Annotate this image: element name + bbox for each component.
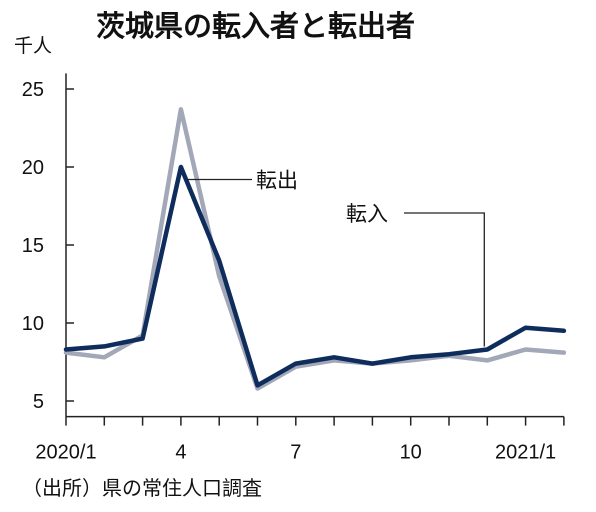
y-tick-label: 20 xyxy=(22,157,44,179)
tennyu-leader-line xyxy=(404,212,485,347)
x-tick-label: 2020/1 xyxy=(35,442,96,464)
tenshutsu-label: 転出 xyxy=(256,168,298,192)
series-line-tenshutsu xyxy=(63,107,567,391)
x-tick-label: 7 xyxy=(290,442,301,464)
source-note: （出所）県の常住人口調査 xyxy=(22,476,262,500)
x-tick-label: 2021/1 xyxy=(495,442,556,464)
x-tick-label: 4 xyxy=(175,442,186,464)
axes: 5 10 15 20 25 2020/1 4 7 10 2021/1 xyxy=(22,73,565,464)
series-layer xyxy=(63,107,567,391)
y-tick-label: 10 xyxy=(22,313,44,335)
tennyu-label: 転入 xyxy=(346,202,388,226)
y-tick-label: 5 xyxy=(33,391,44,413)
series-line-tennyu xyxy=(63,164,567,388)
unit-label: 千人 xyxy=(14,35,52,57)
x-tick-label: 10 xyxy=(400,442,422,464)
y-tick-label: 15 xyxy=(22,235,44,257)
y-tick-label: 25 xyxy=(22,79,44,101)
chart-title: 茨城県の転入者と転出者 xyxy=(96,9,415,43)
